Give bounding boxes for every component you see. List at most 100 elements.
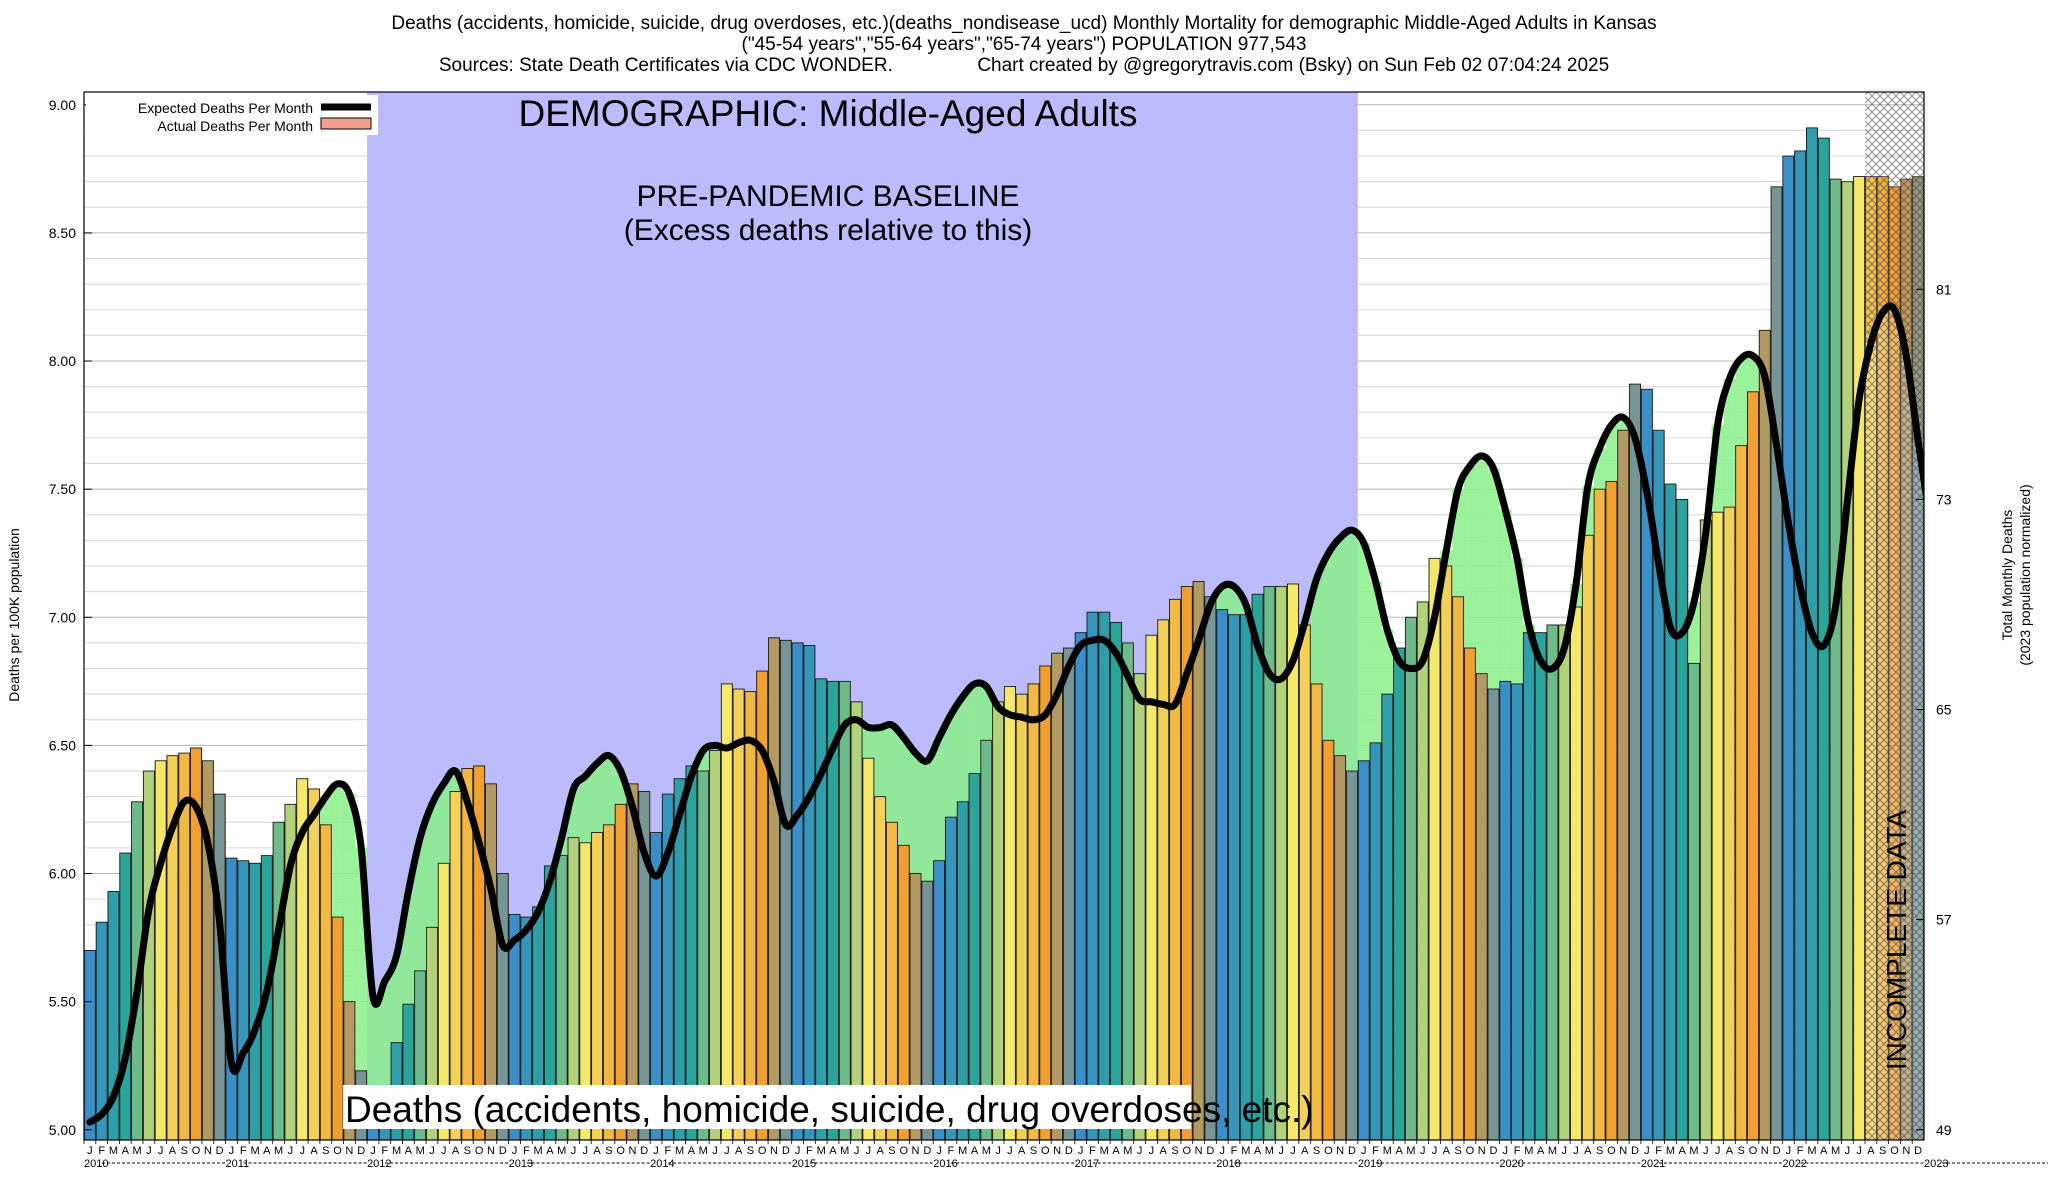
x-month-label: M	[817, 1145, 826, 1157]
x-month-label: M	[1524, 1145, 1533, 1157]
chart-title: Deaths (accidents, homicide, suicide, dr…	[391, 13, 1657, 34]
actual-bar	[84, 949, 96, 1140]
actual-bar	[1829, 178, 1842, 1140]
actual-bar	[1735, 445, 1748, 1140]
x-month-label: F	[1797, 1145, 1804, 1157]
x-month-label: A	[405, 1145, 413, 1157]
actual-bar	[1593, 488, 1606, 1140]
x-year-label: 2020	[1499, 1158, 1523, 1170]
actual-bar	[2042, 112, 2048, 1140]
x-month-label: J	[299, 1145, 305, 1157]
x-month-label: J	[854, 1145, 860, 1157]
excess-fill-segment	[1499, 509, 1512, 682]
actual-bar	[1605, 481, 1618, 1140]
x-month-label: A	[735, 1145, 743, 1157]
excess-fill-segment	[945, 714, 958, 818]
x-month-label: D	[782, 1145, 790, 1157]
x-month-label: J	[795, 1145, 801, 1157]
chart-subtitle: ("45-54 years","55-64 years","65-74 year…	[741, 34, 1307, 55]
actual-bar	[1688, 662, 1700, 1140]
x-month-label: D	[1773, 1145, 1781, 1157]
x-year-label: 2018	[1216, 1158, 1240, 1170]
x-month-label: M	[1831, 1145, 1840, 1157]
actual-bar	[1972, 184, 1983, 1140]
x-month-label: M	[557, 1145, 566, 1157]
actual-bar	[1287, 583, 1299, 1140]
x-month-label: J	[512, 1145, 518, 1157]
x-year-label: 2023	[1924, 1158, 1948, 1170]
x-month-label: O	[616, 1145, 625, 1157]
actual-bar	[1463, 647, 1476, 1140]
x-month-label: M	[1666, 1145, 1675, 1157]
x-month-label: F	[98, 1145, 105, 1157]
actual-bar	[1133, 673, 1146, 1140]
x-month-label: J	[712, 1145, 718, 1157]
x-month-label: F	[381, 1145, 388, 1157]
actual-bar	[1853, 176, 1866, 1140]
actual-bar	[992, 701, 1005, 1140]
actual-bar	[473, 765, 486, 1140]
actual-bar	[933, 860, 946, 1140]
x-month-label: A	[971, 1145, 979, 1157]
x-month-label: S	[1596, 1145, 1603, 1157]
actual-bar	[1948, 174, 1959, 1140]
actual-bar	[1995, 228, 2006, 1140]
actual-bar	[520, 916, 533, 1140]
excess-fill-segment	[956, 696, 969, 802]
bottom-category-label: Deaths (accidents, homicide, suicide, dr…	[345, 1089, 1314, 1130]
actual-bar	[1428, 557, 1441, 1140]
x-month-label: F	[1655, 1145, 1662, 1157]
actual-bar	[461, 768, 474, 1140]
x-month-label: O	[899, 1145, 908, 1157]
x-month-label: S	[1171, 1145, 1178, 1157]
y-tick-label: 6.00	[49, 866, 76, 882]
excess-fill-segment	[1924, 177, 1936, 520]
actual-bar	[1664, 483, 1677, 1140]
x-month-label: O	[192, 1145, 201, 1157]
actual-bar	[2019, 215, 2030, 1140]
x-month-label: J	[146, 1145, 152, 1157]
x-month-label: S	[1879, 1145, 1886, 1157]
x-month-label: M	[1548, 1145, 1557, 1157]
x-month-label: D	[499, 1145, 507, 1157]
x-month-label: A	[688, 1145, 696, 1157]
x-month-label: J	[1856, 1145, 1862, 1157]
legend: Expected Deaths Per Month Actual Deaths …	[86, 95, 378, 135]
actual-bar	[402, 1003, 415, 1140]
actual-bar	[484, 783, 497, 1140]
x-year-label: 2016	[933, 1158, 957, 1170]
actual-bar	[661, 793, 674, 1140]
x-month-label: F	[1231, 1145, 1238, 1157]
x-month-label: J	[1644, 1145, 1650, 1157]
excess-fill-segment	[1747, 355, 1760, 392]
x-month-label: J	[429, 1145, 435, 1157]
excess-fill-segment	[980, 686, 993, 741]
x-month-label: N	[1053, 1145, 1061, 1157]
x-month-label: J	[1503, 1145, 1509, 1157]
x-month-label: N	[1902, 1145, 1910, 1157]
x-month-label: M	[958, 1145, 967, 1157]
actual-bar	[1145, 634, 1158, 1140]
actual-bar	[1511, 683, 1524, 1140]
actual-bar	[697, 770, 710, 1140]
x-month-label: J	[583, 1145, 589, 1157]
x-month-label: M	[109, 1145, 118, 1157]
actual-bar	[838, 680, 851, 1140]
actual-bar	[166, 755, 179, 1140]
excess-fill-segment	[414, 837, 427, 971]
excess-fill-segment	[1357, 542, 1370, 761]
x-month-label: J	[1715, 1145, 1721, 1157]
actual-bar	[249, 862, 261, 1140]
x-month-label: J	[1361, 1145, 1367, 1157]
x-month-label: J	[1420, 1145, 1426, 1157]
actual-bar	[201, 760, 214, 1140]
excess-fill-segment	[2007, 225, 2019, 274]
x-month-label: J	[724, 1145, 730, 1157]
x-month-label: D	[216, 1145, 224, 1157]
x-month-label: A	[593, 1145, 601, 1157]
x-month-label: F	[240, 1145, 247, 1157]
excess-fill-segment	[1723, 378, 1736, 508]
excess-fill-segment	[1334, 537, 1347, 756]
incomplete-hatch	[1865, 92, 1924, 1140]
